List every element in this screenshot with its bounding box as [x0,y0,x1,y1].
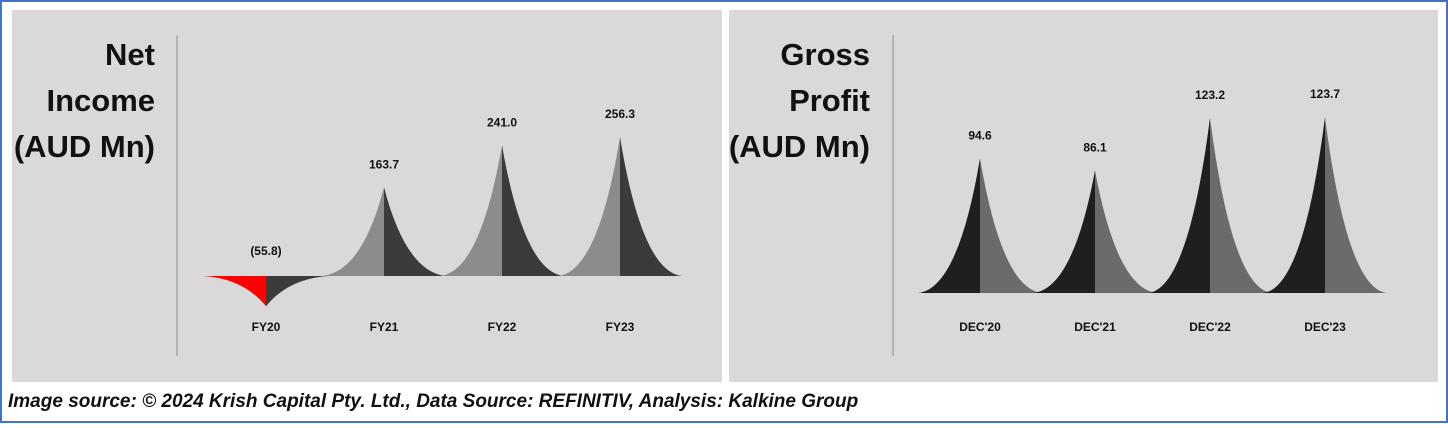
caption: Image source: © 2024 Krish Capital Pty. … [8,391,858,412]
x-tick-label: FY23 [606,320,635,334]
x-tick-label: DEC'21 [1074,320,1116,334]
panel [12,10,722,382]
value-label: 123.7 [1310,87,1340,101]
pyramid-left [204,276,266,307]
chart-title: (AUD Mn) [729,129,870,164]
pyramid-left [322,187,384,276]
x-tick-label: DEC'20 [959,320,1001,334]
pyramid-right [502,145,564,276]
value-label: 123.2 [1195,88,1225,102]
pyramid-left [558,137,620,276]
value-label: (55.8) [250,244,281,258]
x-tick-label: DEC'22 [1189,320,1231,334]
pyramid-left [1263,117,1325,293]
chart-title: Income [46,83,155,118]
value-label: 256.3 [605,107,635,121]
pyramid-left [1148,117,1210,293]
pyramid-right [620,137,682,276]
chart-title: Profit [789,83,870,118]
pyramid-right [1210,117,1272,293]
value-label: 94.6 [968,129,992,143]
pyramid-left [1033,170,1095,293]
value-label: 86.1 [1083,141,1107,155]
pyramid-right [980,158,1042,293]
pyramid-right [1095,170,1157,293]
chart-title: (AUD Mn) [14,129,155,164]
value-label: 241.0 [487,115,517,129]
chart-title: Gross [780,37,870,72]
pyramid-left [918,158,980,293]
value-label: 163.7 [369,157,399,171]
pyramid-right [384,187,446,276]
pyramid-right [1325,117,1387,293]
chart-title: Net [105,37,155,72]
pyramid-left [440,145,502,276]
x-tick-label: FY22 [488,320,517,334]
x-tick-label: FY21 [370,320,399,334]
x-tick-label: FY20 [252,320,281,334]
x-tick-label: DEC'23 [1304,320,1346,334]
pyramid-right [266,276,328,307]
